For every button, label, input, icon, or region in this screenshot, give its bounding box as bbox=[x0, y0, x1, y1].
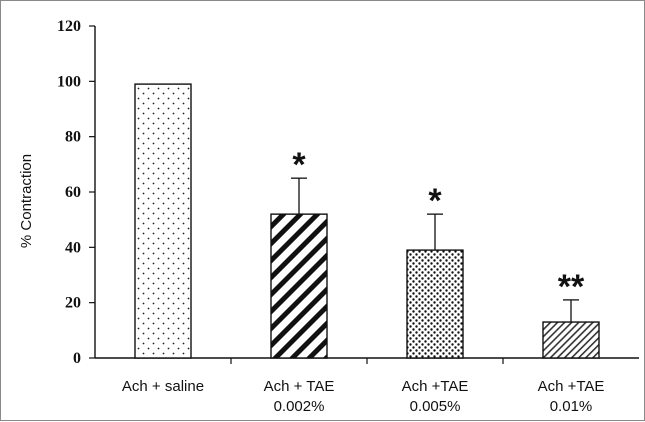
significance-markers: **** bbox=[292, 146, 585, 306]
x-tick-label: 0.01% bbox=[550, 398, 593, 415]
y-tick-label: 20 bbox=[65, 295, 81, 312]
y-tick-label: 100 bbox=[57, 73, 81, 90]
bar bbox=[270, 213, 328, 359]
significance-marker: ** bbox=[558, 268, 585, 306]
y-tick-label: 80 bbox=[65, 129, 81, 146]
x-tick-label: Ach + TAE bbox=[264, 378, 335, 395]
x-tick-label: 0.005% bbox=[410, 398, 461, 415]
y-tick-label: 0 bbox=[73, 350, 81, 367]
y-tick-label: 40 bbox=[65, 239, 81, 256]
x-tick-label: 0.002% bbox=[274, 398, 325, 415]
bar bbox=[542, 321, 600, 359]
x-tick-label: Ach + saline bbox=[122, 378, 204, 395]
bars bbox=[134, 83, 600, 359]
x-tick-labels: Ach + saline Ach + TAE 0.002% Ach +TAE 0.005… bbox=[122, 378, 604, 415]
x-tick-label: Ach +TAE bbox=[402, 378, 469, 395]
y-tick-labels: 0 20 40 60 80 100 120 bbox=[57, 18, 95, 367]
y-tick-label: 120 bbox=[57, 18, 81, 35]
y-tick-label: 60 bbox=[65, 184, 81, 201]
bar bbox=[134, 83, 192, 359]
y-axis-label: % Contraction bbox=[18, 154, 35, 248]
x-tick-label: Ach +TAE bbox=[538, 378, 605, 395]
error-bars bbox=[291, 177, 579, 323]
significance-marker: * bbox=[428, 182, 442, 220]
bar bbox=[406, 249, 464, 359]
significance-marker: * bbox=[292, 146, 306, 184]
